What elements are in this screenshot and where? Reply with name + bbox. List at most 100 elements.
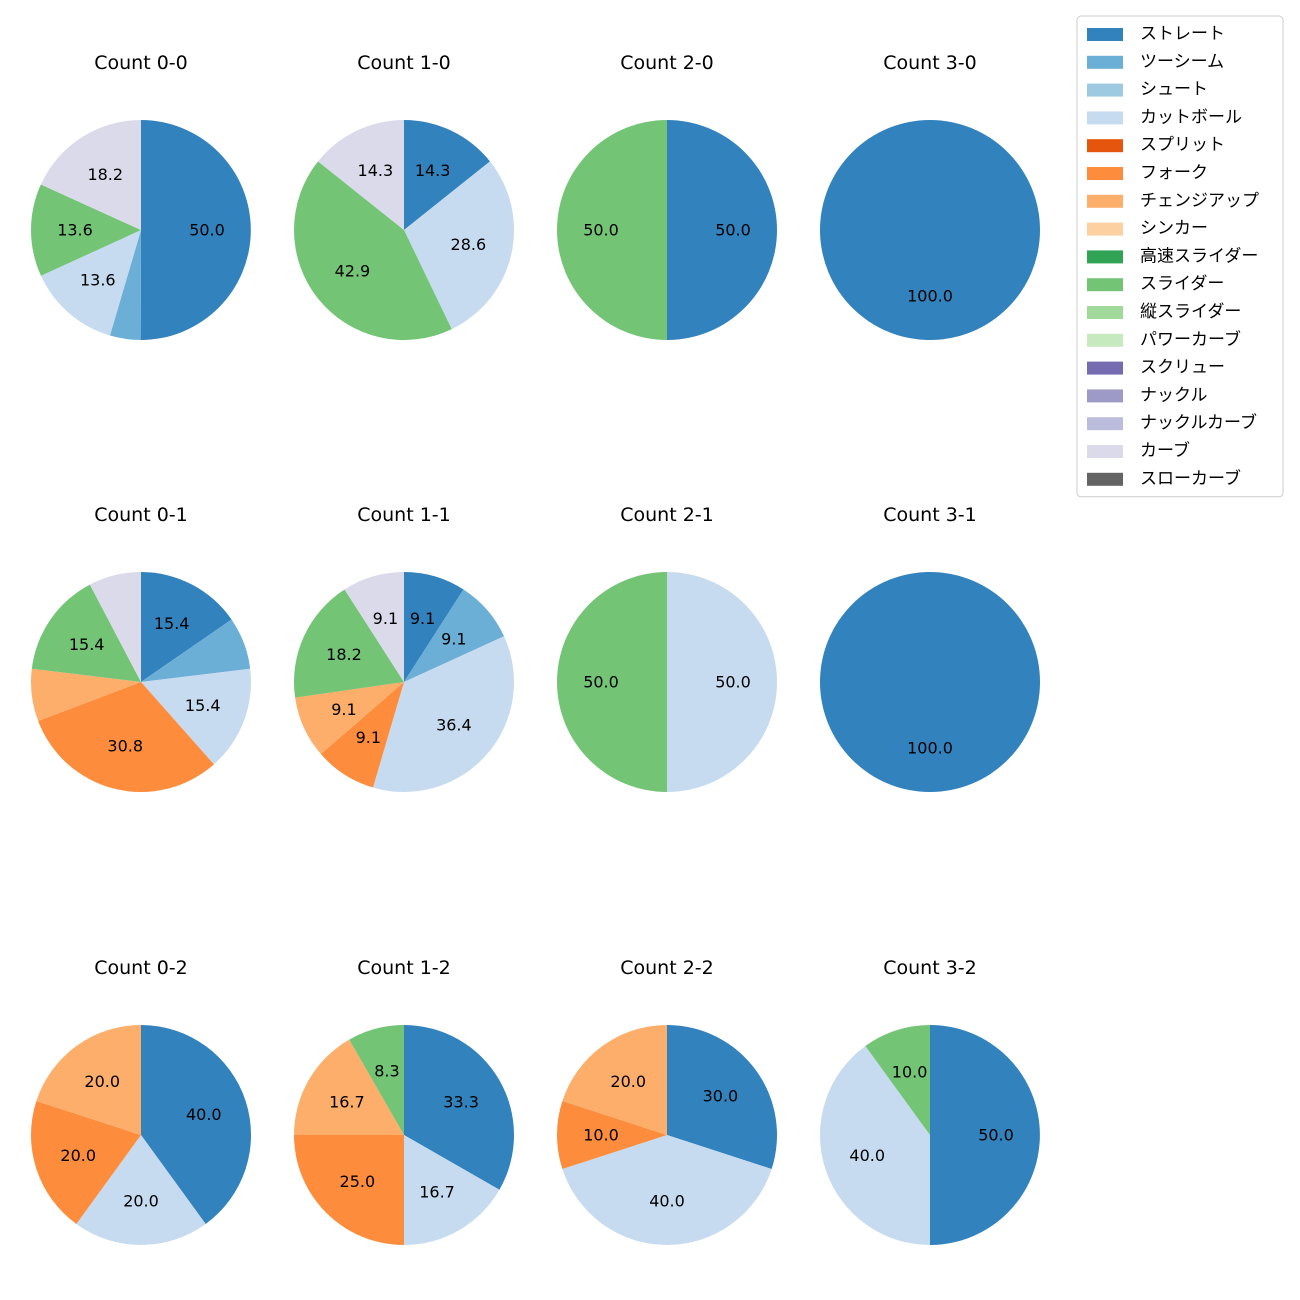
- slice-label: 28.6: [451, 235, 487, 254]
- legend-swatch: [1087, 333, 1123, 347]
- legend-label: ナックル: [1140, 385, 1208, 405]
- slice-label: 9.1: [356, 728, 381, 747]
- legend-label: 高速スライダー: [1140, 246, 1258, 266]
- slice-label: 13.6: [80, 270, 116, 289]
- pie-slice: [667, 572, 777, 792]
- legend-swatch: [1087, 167, 1123, 180]
- pie-slice: [40, 230, 142, 336]
- legend-swatch: [1087, 389, 1123, 403]
- pie-slice: [295, 682, 404, 755]
- slice-label: 9.1: [373, 609, 398, 628]
- pie-slice: [109, 230, 141, 340]
- pie-slice: [30, 668, 141, 722]
- legend-item: フォーク: [1087, 163, 1208, 183]
- pie-slice: [294, 1135, 404, 1245]
- pie-slice: [404, 589, 505, 682]
- pie-title: Count 2-2: [620, 957, 714, 979]
- pie-5: Count 0-1 15.4 15.4 30.8 15.4: [30, 504, 252, 793]
- legend-item: ツーシーム: [1087, 52, 1224, 72]
- pie-title: Count 0-0: [94, 52, 188, 74]
- legend-item: 高速スライダー: [1087, 246, 1258, 266]
- slice-label: 9.1: [331, 700, 356, 719]
- slice-label: 50.0: [583, 221, 619, 240]
- slice-label: 25.0: [340, 1172, 376, 1191]
- legend-item: スクリュー: [1087, 358, 1225, 378]
- legend-label: カーブ: [1140, 440, 1190, 461]
- slice-label: 30.8: [107, 737, 143, 756]
- legend-item: スライダー: [1087, 274, 1224, 294]
- legend-label: スローカーブ: [1140, 468, 1241, 489]
- pie-slice: [820, 120, 1040, 340]
- slice-label: 40.0: [649, 1192, 685, 1211]
- pie-6: Count 1-19.19.136.49.19.118.29.1: [294, 504, 515, 792]
- pie-slice: [140, 120, 251, 341]
- legend-item: チェンジアップ: [1087, 191, 1259, 211]
- legend-item: シュート: [1087, 80, 1208, 100]
- slice-label: 50.0: [978, 1126, 1014, 1145]
- legend-swatch: [1087, 194, 1123, 208]
- pie-slice: [667, 120, 777, 340]
- pie-title: Count 1-0: [357, 52, 451, 74]
- slice-label: 50.0: [583, 673, 619, 692]
- slice-label: 14.3: [415, 161, 451, 180]
- slice-label: 50.0: [715, 673, 751, 692]
- pie-slice: [38, 682, 214, 793]
- slice-label: 15.4: [154, 614, 190, 633]
- pie-slice: [294, 1039, 404, 1135]
- legend-swatch: [1087, 306, 1123, 319]
- pie-1: Count 0-0 50.0 13.6 13.6 18.2: [31, 52, 251, 341]
- legend-label: ストレート: [1140, 24, 1225, 44]
- slice-label: 15.4: [185, 696, 221, 715]
- pie-slice: [404, 572, 464, 682]
- pie-title: Count 1-1: [357, 504, 451, 526]
- pie-slice: [404, 161, 514, 330]
- pie-7: Count 2-1 50.0 50.0: [557, 504, 777, 792]
- legend-swatch: [1087, 139, 1123, 153]
- slice-label: 50.0: [189, 221, 225, 240]
- pies-layer: Count 0-0 50.0 13.6 13.6 18.2 Count 1-0 14.3 28…: [30, 52, 1040, 1246]
- legend-swatch: [1087, 55, 1123, 69]
- pie-slice: [557, 120, 667, 340]
- legend-label: ナックルカーブ: [1140, 412, 1257, 433]
- slice-label: 18.2: [326, 645, 362, 664]
- slice-label: 10.0: [892, 1063, 928, 1082]
- slice-label: 100.0: [907, 287, 953, 306]
- legend-label: スプリット: [1140, 135, 1225, 155]
- legend-label: スクリュー: [1140, 358, 1225, 378]
- pie-slice: [141, 668, 252, 765]
- legend-swatch: [1087, 361, 1123, 375]
- pie-slice: [865, 1025, 930, 1135]
- slice-label: 50.0: [715, 221, 751, 240]
- legend-item: ナックル: [1087, 385, 1208, 405]
- pie-11: Count 2-2 30.0 40.0 10.0 20.0: [556, 957, 778, 1246]
- pie-slice: [930, 1025, 1040, 1245]
- pie-slice: [820, 572, 1040, 792]
- legend-item: ストレート: [1087, 24, 1225, 44]
- slice-label: 20.0: [84, 1072, 120, 1091]
- pie-title: Count 0-1: [94, 504, 188, 526]
- pie-8: Count 3-1 100.0: [820, 504, 1040, 792]
- pie-slice: [89, 572, 141, 682]
- pie-slice: [349, 1025, 404, 1135]
- pie-slice: [318, 120, 404, 230]
- legend-frame: [1076, 15, 1284, 498]
- pie-slice: [31, 184, 141, 276]
- pie-3: Count 2-0 50.0 50.0: [557, 52, 777, 340]
- legend-item: パワーカーブ: [1087, 329, 1241, 350]
- pie-slice: [404, 1025, 515, 1190]
- pie-slice: [562, 1135, 772, 1246]
- pie-slice: [40, 120, 142, 230]
- legend-item: シンカー: [1087, 219, 1208, 239]
- pie-title: Count 2-1: [620, 504, 714, 526]
- pie-2: Count 1-0 14.3 28.6 42.9 14.3: [294, 52, 514, 341]
- legend: ストレートツーシームシュートカットボールスプリットフォークチェンジアップシンカー…: [1076, 15, 1284, 498]
- legend-label: 縦スライダー: [1140, 302, 1241, 322]
- pie-slice: [76, 1135, 206, 1246]
- legend-label: フォーク: [1140, 163, 1208, 183]
- legend-item: スローカーブ: [1087, 468, 1241, 489]
- pie-10: Count 1-2 33.3 16.7 25.0 16.7 8.3: [294, 957, 515, 1245]
- legend-swatch: [1087, 250, 1123, 264]
- pie-slice: [562, 1025, 667, 1135]
- slice-label: 33.3: [443, 1092, 479, 1111]
- legend-swatch: [1087, 83, 1123, 97]
